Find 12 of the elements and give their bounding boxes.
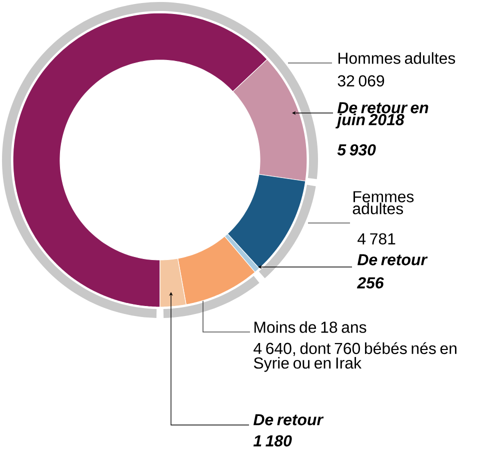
slice-label: De retour en juin 2018 [335,102,428,128]
data-label: 4 640, dont 760 bébés nés en Syrie ou en Irak [254,342,456,372]
slice-label: Femmes adultes [352,191,414,214]
data-label: 1 180 [253,435,292,446]
slice-label: De retour [253,414,324,426]
data-label: 256 [356,277,384,288]
slice-label: Moins de 18 ans [254,321,366,333]
data-label: 32 069 [338,75,384,86]
slice-label: De retour [357,254,428,266]
data-label: 4 781 [358,233,396,244]
data-label: 5 930 [337,144,376,156]
slice-label: Hommes adultes [338,52,456,64]
